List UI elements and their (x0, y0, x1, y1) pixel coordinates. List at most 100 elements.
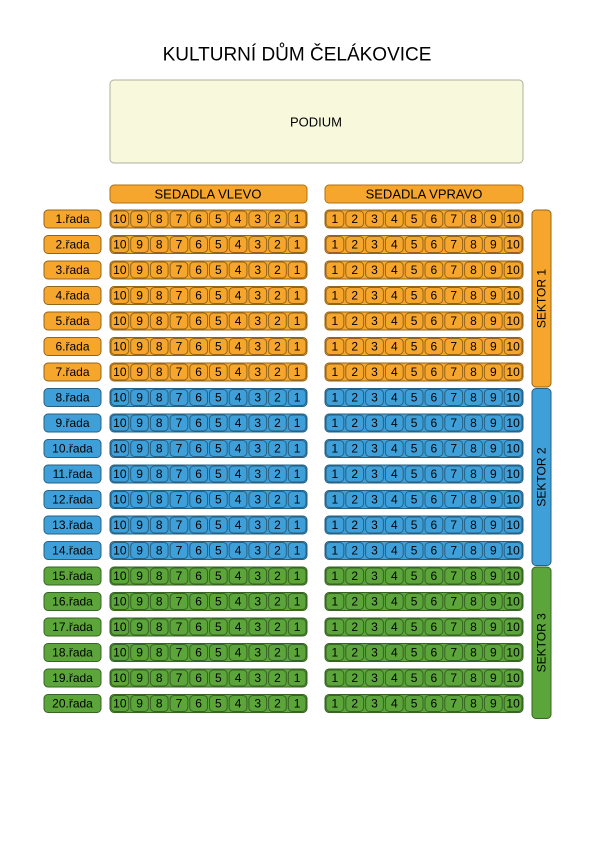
seat (424, 414, 444, 432)
seat (189, 414, 209, 432)
seat (130, 593, 149, 610)
seat (149, 669, 169, 687)
seat-number: 8 (470, 518, 477, 532)
seat (365, 236, 384, 253)
seat-number: 9 (136, 340, 143, 354)
seat (110, 440, 130, 457)
seat (503, 440, 523, 457)
seat-number: 1 (332, 238, 339, 252)
seat-number: 7 (176, 467, 183, 481)
seat-number: 9 (136, 544, 143, 558)
seat-number: 3 (371, 238, 378, 252)
seat-number: 3 (254, 340, 261, 354)
seat (149, 440, 169, 457)
seat-number: 4 (391, 314, 398, 328)
seat-number: 9 (136, 671, 143, 685)
seat-number: 5 (411, 544, 418, 558)
seat (268, 261, 287, 279)
seat-number: 8 (470, 238, 477, 252)
seat-number: 6 (431, 263, 438, 277)
seat-number: 3 (371, 365, 378, 379)
seat (149, 236, 169, 253)
seat-number: 2 (351, 467, 358, 481)
seat-number: 10 (506, 697, 520, 711)
seat-number: 10 (113, 289, 127, 303)
seat (365, 542, 384, 559)
seat-number: 1 (332, 646, 339, 660)
seat (424, 516, 444, 534)
seat-number: 2 (274, 620, 281, 634)
seat-number: 8 (470, 340, 477, 354)
seat (248, 261, 268, 279)
seat (325, 389, 345, 406)
seat (209, 363, 228, 381)
seat-number: 2 (274, 467, 281, 481)
seat-number: 1 (294, 340, 301, 354)
seat-number: 1 (332, 569, 339, 583)
seat-number: 4 (235, 518, 242, 532)
seat-number: 3 (254, 620, 261, 634)
seat-number: 1 (294, 391, 301, 405)
seat-number: 5 (411, 289, 418, 303)
seat-number: 4 (391, 544, 398, 558)
seat (130, 236, 149, 253)
seat (110, 516, 130, 534)
seat (325, 644, 345, 661)
seat-number: 9 (490, 391, 497, 405)
seat (483, 312, 503, 330)
seat (345, 465, 365, 483)
seat-number: 6 (195, 289, 202, 303)
seat-number: 1 (294, 365, 301, 379)
seat-number: 4 (235, 365, 242, 379)
seat-number: 10 (506, 263, 520, 277)
seat (110, 338, 130, 355)
seat-number: 7 (450, 518, 457, 532)
seat (345, 567, 365, 585)
row-label: 19.řada (52, 671, 93, 685)
seat (149, 363, 169, 381)
seat-number: 4 (391, 569, 398, 583)
seat-number: 2 (351, 518, 358, 532)
seat-number: 10 (113, 671, 127, 685)
row-label-box (43, 490, 102, 509)
seat-number: 10 (506, 569, 520, 583)
seat (424, 261, 444, 279)
seat-number: 3 (371, 391, 378, 405)
row-label-box (43, 388, 102, 407)
seat (404, 338, 424, 355)
seat (345, 516, 365, 534)
seat (503, 363, 523, 381)
seat-number: 7 (450, 569, 457, 583)
seat (464, 618, 483, 636)
row-label-box (43, 260, 102, 280)
seat (483, 542, 503, 559)
seat-number: 6 (431, 391, 438, 405)
seat (424, 312, 444, 330)
seat (444, 491, 464, 508)
row-label: 17.řada (52, 620, 93, 634)
seat-number: 5 (215, 314, 222, 328)
seat-number: 4 (235, 646, 242, 660)
seat-number: 10 (113, 442, 127, 456)
seat-number: 6 (195, 314, 202, 328)
seat (345, 389, 365, 406)
seat (169, 593, 189, 610)
seat (268, 210, 287, 228)
seat (130, 338, 149, 355)
seat (384, 542, 404, 559)
seat (287, 695, 307, 712)
seat (268, 363, 287, 381)
podium-box (109, 79, 524, 164)
seat-number: 9 (136, 416, 143, 430)
seat-number: 4 (235, 620, 242, 634)
seat (365, 593, 384, 610)
seat-number: 1 (332, 620, 339, 634)
seat (287, 491, 307, 508)
seat (189, 669, 209, 687)
seat-number: 7 (450, 697, 457, 711)
seat-number: 3 (254, 365, 261, 379)
seat (424, 363, 444, 381)
seat-number: 3 (254, 544, 261, 558)
seat-number: 2 (351, 442, 358, 456)
seat (248, 363, 268, 381)
